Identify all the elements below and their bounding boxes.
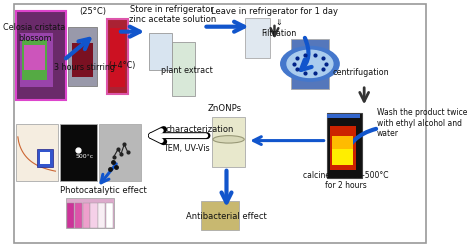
FancyBboxPatch shape bbox=[91, 203, 98, 228]
Text: Photocatalytic effect: Photocatalytic effect bbox=[60, 186, 147, 195]
Text: (+4°C): (+4°C) bbox=[109, 61, 136, 69]
FancyBboxPatch shape bbox=[74, 203, 82, 228]
Ellipse shape bbox=[213, 136, 244, 143]
FancyBboxPatch shape bbox=[245, 18, 270, 58]
FancyBboxPatch shape bbox=[82, 203, 90, 228]
Circle shape bbox=[287, 50, 333, 77]
Text: (25°C): (25°C) bbox=[80, 7, 107, 16]
FancyBboxPatch shape bbox=[99, 203, 106, 228]
Text: 500°c: 500°c bbox=[75, 154, 94, 159]
FancyBboxPatch shape bbox=[99, 124, 141, 182]
FancyBboxPatch shape bbox=[106, 203, 113, 228]
Text: Celosia cristata
blossom: Celosia cristata blossom bbox=[3, 23, 66, 43]
FancyBboxPatch shape bbox=[328, 114, 360, 118]
FancyBboxPatch shape bbox=[212, 117, 245, 167]
Text: 3 hours stirring: 3 hours stirring bbox=[54, 63, 115, 72]
Text: Store in refrigerator
zinc acetate solution: Store in refrigerator zinc acetate solut… bbox=[128, 5, 216, 24]
FancyBboxPatch shape bbox=[72, 43, 93, 77]
FancyBboxPatch shape bbox=[39, 152, 50, 164]
FancyBboxPatch shape bbox=[24, 45, 45, 70]
FancyBboxPatch shape bbox=[22, 40, 47, 80]
FancyBboxPatch shape bbox=[172, 42, 195, 96]
Circle shape bbox=[281, 47, 339, 81]
FancyBboxPatch shape bbox=[68, 27, 97, 86]
FancyBboxPatch shape bbox=[60, 124, 97, 182]
Text: Leave in refrigerator for 1 day: Leave in refrigerator for 1 day bbox=[211, 6, 338, 16]
FancyBboxPatch shape bbox=[36, 149, 54, 167]
Text: Wash the product twice
with ethyl alcohol and
water: Wash the product twice with ethyl alcoho… bbox=[377, 108, 467, 138]
FancyBboxPatch shape bbox=[291, 39, 328, 89]
FancyBboxPatch shape bbox=[20, 33, 54, 87]
Text: centrifugation: centrifugation bbox=[333, 68, 390, 77]
FancyBboxPatch shape bbox=[332, 136, 353, 165]
FancyBboxPatch shape bbox=[329, 126, 356, 170]
Text: calcined at 100-500°C
for 2 hours: calcined at 100-500°C for 2 hours bbox=[303, 171, 388, 190]
Text: Antibacterial effect: Antibacterial effect bbox=[186, 212, 267, 221]
FancyBboxPatch shape bbox=[16, 11, 66, 100]
FancyBboxPatch shape bbox=[107, 19, 128, 94]
FancyBboxPatch shape bbox=[201, 201, 239, 230]
FancyBboxPatch shape bbox=[110, 28, 125, 87]
FancyBboxPatch shape bbox=[14, 4, 426, 243]
FancyBboxPatch shape bbox=[66, 197, 114, 229]
FancyBboxPatch shape bbox=[149, 33, 172, 70]
Text: ⇓
Filtration: ⇓ Filtration bbox=[261, 18, 296, 38]
Text: characterization: characterization bbox=[165, 125, 234, 134]
FancyBboxPatch shape bbox=[16, 124, 57, 182]
Text: plant extract: plant extract bbox=[161, 65, 213, 74]
FancyBboxPatch shape bbox=[327, 113, 362, 178]
FancyBboxPatch shape bbox=[67, 203, 74, 228]
Text: TEM, UV-Vis: TEM, UV-Vis bbox=[164, 143, 210, 153]
Text: ZnONPs: ZnONPs bbox=[207, 104, 241, 113]
FancyBboxPatch shape bbox=[332, 149, 353, 165]
